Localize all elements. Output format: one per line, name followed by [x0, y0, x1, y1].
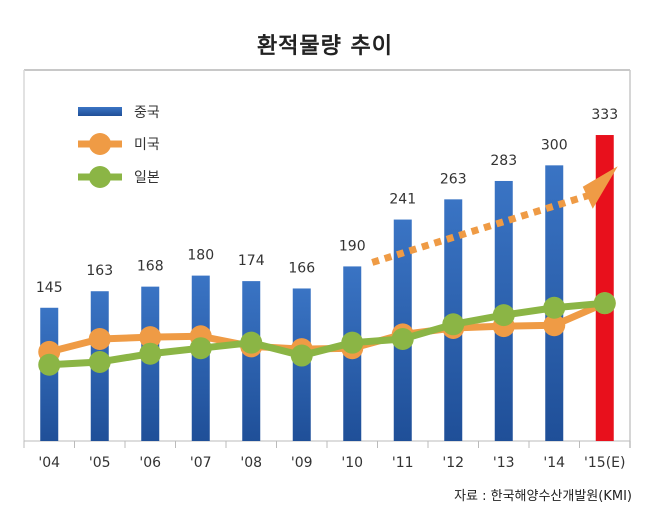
data-label: 163	[86, 263, 113, 279]
data-label: 168	[137, 259, 164, 275]
trend-arrow-head	[582, 166, 618, 209]
data-label: 333	[591, 107, 618, 123]
x-tick-label: '13	[493, 455, 515, 471]
line-일본	[49, 299, 606, 369]
marker-일본	[391, 328, 414, 351]
x-tick-label: '09	[291, 455, 313, 471]
x-tick-label: '05	[89, 455, 111, 471]
x-tick-label: '11	[392, 455, 414, 471]
data-label: 190	[339, 238, 366, 254]
x-tick-label: '06	[139, 455, 161, 471]
x-tick-label: '14	[543, 455, 565, 471]
legend-marker-일본	[89, 166, 111, 188]
legend-label: 일본	[134, 170, 160, 186]
data-label: 145	[36, 280, 63, 296]
marker-일본	[139, 342, 162, 365]
data-label: 263	[440, 171, 467, 187]
marker-미국	[88, 328, 111, 351]
marker-일본	[593, 292, 616, 315]
marker-미국	[139, 326, 162, 349]
x-tick-label: '10	[341, 455, 363, 471]
data-label: 283	[490, 153, 517, 169]
marker-일본	[341, 331, 364, 354]
marker-미국	[543, 314, 566, 337]
x-tick-label: '04	[38, 455, 60, 471]
marker-일본	[240, 331, 263, 354]
marker-일본	[290, 344, 313, 367]
data-label: 300	[541, 137, 568, 153]
marker-일본	[492, 304, 515, 327]
marker-일본	[543, 296, 566, 319]
chart-title: 환적물량 추이	[256, 34, 394, 59]
legend-swatch-china	[78, 107, 122, 116]
x-tick-label: '07	[190, 455, 212, 471]
bar-'08	[242, 281, 261, 441]
source-note: 자료 : 한국해양수산개발원(KMI)	[454, 489, 632, 504]
x-tick-label: '12	[442, 455, 464, 471]
x-tick-label: '15(E)	[584, 455, 625, 471]
legend-label: 미국	[134, 137, 160, 153]
data-label: 174	[238, 253, 265, 269]
x-tick-label: '08	[240, 455, 262, 471]
marker-일본	[38, 353, 61, 376]
data-label: 166	[288, 260, 315, 276]
marker-일본	[189, 337, 212, 360]
marker-일본	[88, 350, 111, 373]
legend-marker-미국	[89, 133, 111, 155]
marker-일본	[442, 313, 465, 336]
legend-label: 중국	[134, 105, 160, 121]
data-label: 180	[187, 248, 214, 264]
bar-'15(E)	[595, 135, 614, 441]
data-label: 241	[389, 192, 416, 208]
